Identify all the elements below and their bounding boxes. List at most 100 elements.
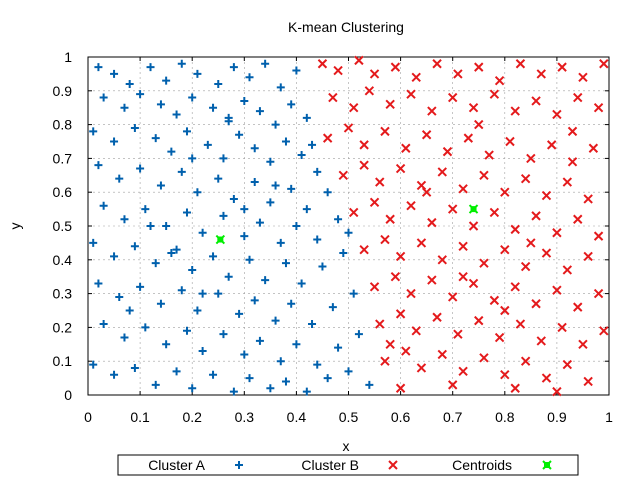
data-point [266, 198, 275, 207]
data-point [261, 276, 270, 285]
data-point [151, 380, 160, 389]
data-point [406, 288, 416, 299]
data-point [468, 204, 479, 214]
data-point [302, 205, 311, 214]
data-point [385, 99, 395, 110]
data-point [156, 100, 165, 109]
data-point [468, 102, 479, 113]
data-point [214, 174, 223, 183]
data-point [515, 59, 526, 69]
legend-marker [542, 460, 552, 470]
data-point [334, 215, 343, 224]
data-point [188, 384, 197, 393]
data-point [344, 367, 353, 376]
data-point [292, 222, 301, 230]
data-point [250, 144, 259, 153]
data-point [94, 279, 103, 288]
data-point [416, 238, 427, 248]
data-point [541, 248, 552, 258]
data-point [474, 62, 484, 72]
data-point [599, 59, 609, 69]
data-point [411, 326, 421, 336]
data-point [94, 161, 103, 170]
data-point [94, 63, 103, 72]
data-point [198, 347, 207, 356]
data-point [447, 92, 458, 103]
data-point [567, 126, 578, 137]
data-point [421, 187, 432, 197]
data-point [369, 69, 380, 79]
data-point [302, 113, 311, 122]
data-point [287, 299, 296, 308]
data-point [255, 107, 264, 116]
legend-box [117, 454, 579, 476]
data-point [250, 296, 259, 305]
data-point [432, 312, 442, 322]
y-axis: 0 0.1 0.2 0.3 0.4 0.5 0.6 0.7 0.8 0.9 1 [53, 49, 609, 403]
data-point [214, 289, 223, 298]
data-point [406, 89, 416, 99]
data-point [172, 367, 181, 376]
data-point [359, 244, 369, 255]
data-point [359, 140, 369, 150]
data-point [365, 380, 374, 389]
data-point [500, 305, 510, 316]
data-point [536, 336, 546, 346]
data-point [136, 282, 145, 291]
data-point [552, 285, 562, 295]
data-point [489, 295, 500, 306]
data-point [271, 120, 280, 129]
y-tick-label: 0.9 [53, 83, 73, 99]
data-point [395, 383, 406, 393]
data-point [110, 137, 119, 146]
data-point [162, 340, 171, 349]
data-point [229, 63, 238, 72]
data-point [323, 374, 332, 383]
data-point [593, 231, 604, 241]
data-point [401, 346, 411, 356]
data-point [214, 80, 223, 89]
data-point [240, 350, 249, 359]
data-point [437, 167, 447, 177]
data-point [333, 65, 343, 76]
data-point [552, 109, 562, 120]
data-point [115, 174, 124, 183]
data-point [89, 360, 98, 369]
data-point [531, 211, 541, 221]
y-tick-label: 0.2 [53, 319, 73, 335]
data-point [287, 100, 296, 109]
data-point [344, 228, 353, 237]
data-point [458, 271, 468, 282]
data-point [188, 154, 197, 163]
data-point [130, 123, 139, 132]
data-point [162, 222, 171, 230]
data-point [193, 69, 202, 78]
data-point [447, 380, 458, 390]
data-point [520, 261, 531, 272]
data-point [224, 272, 233, 281]
data-point [188, 93, 197, 102]
data-point [458, 366, 468, 377]
data-point [578, 72, 588, 82]
data-point [526, 153, 536, 164]
y-tick-label: 1 [64, 49, 72, 65]
data-point [240, 96, 249, 105]
data-point [266, 157, 275, 166]
data-point [136, 90, 145, 99]
data-point [240, 205, 249, 214]
x-tick-label: 0.4 [287, 409, 307, 425]
legend-marker [235, 461, 243, 469]
data-point [89, 127, 98, 136]
y-tick-label: 0.3 [53, 286, 73, 302]
y-tick-label: 0.7 [53, 150, 73, 166]
data-point [427, 106, 437, 116]
x-tick-label: 1 [605, 409, 613, 425]
data-point [380, 126, 390, 137]
data-point [219, 211, 228, 220]
x-tick-label: 0.2 [182, 409, 202, 425]
data-point [432, 59, 442, 69]
data-point [385, 214, 395, 224]
data-point [573, 214, 583, 224]
x-tick-label: 0.1 [130, 409, 150, 425]
